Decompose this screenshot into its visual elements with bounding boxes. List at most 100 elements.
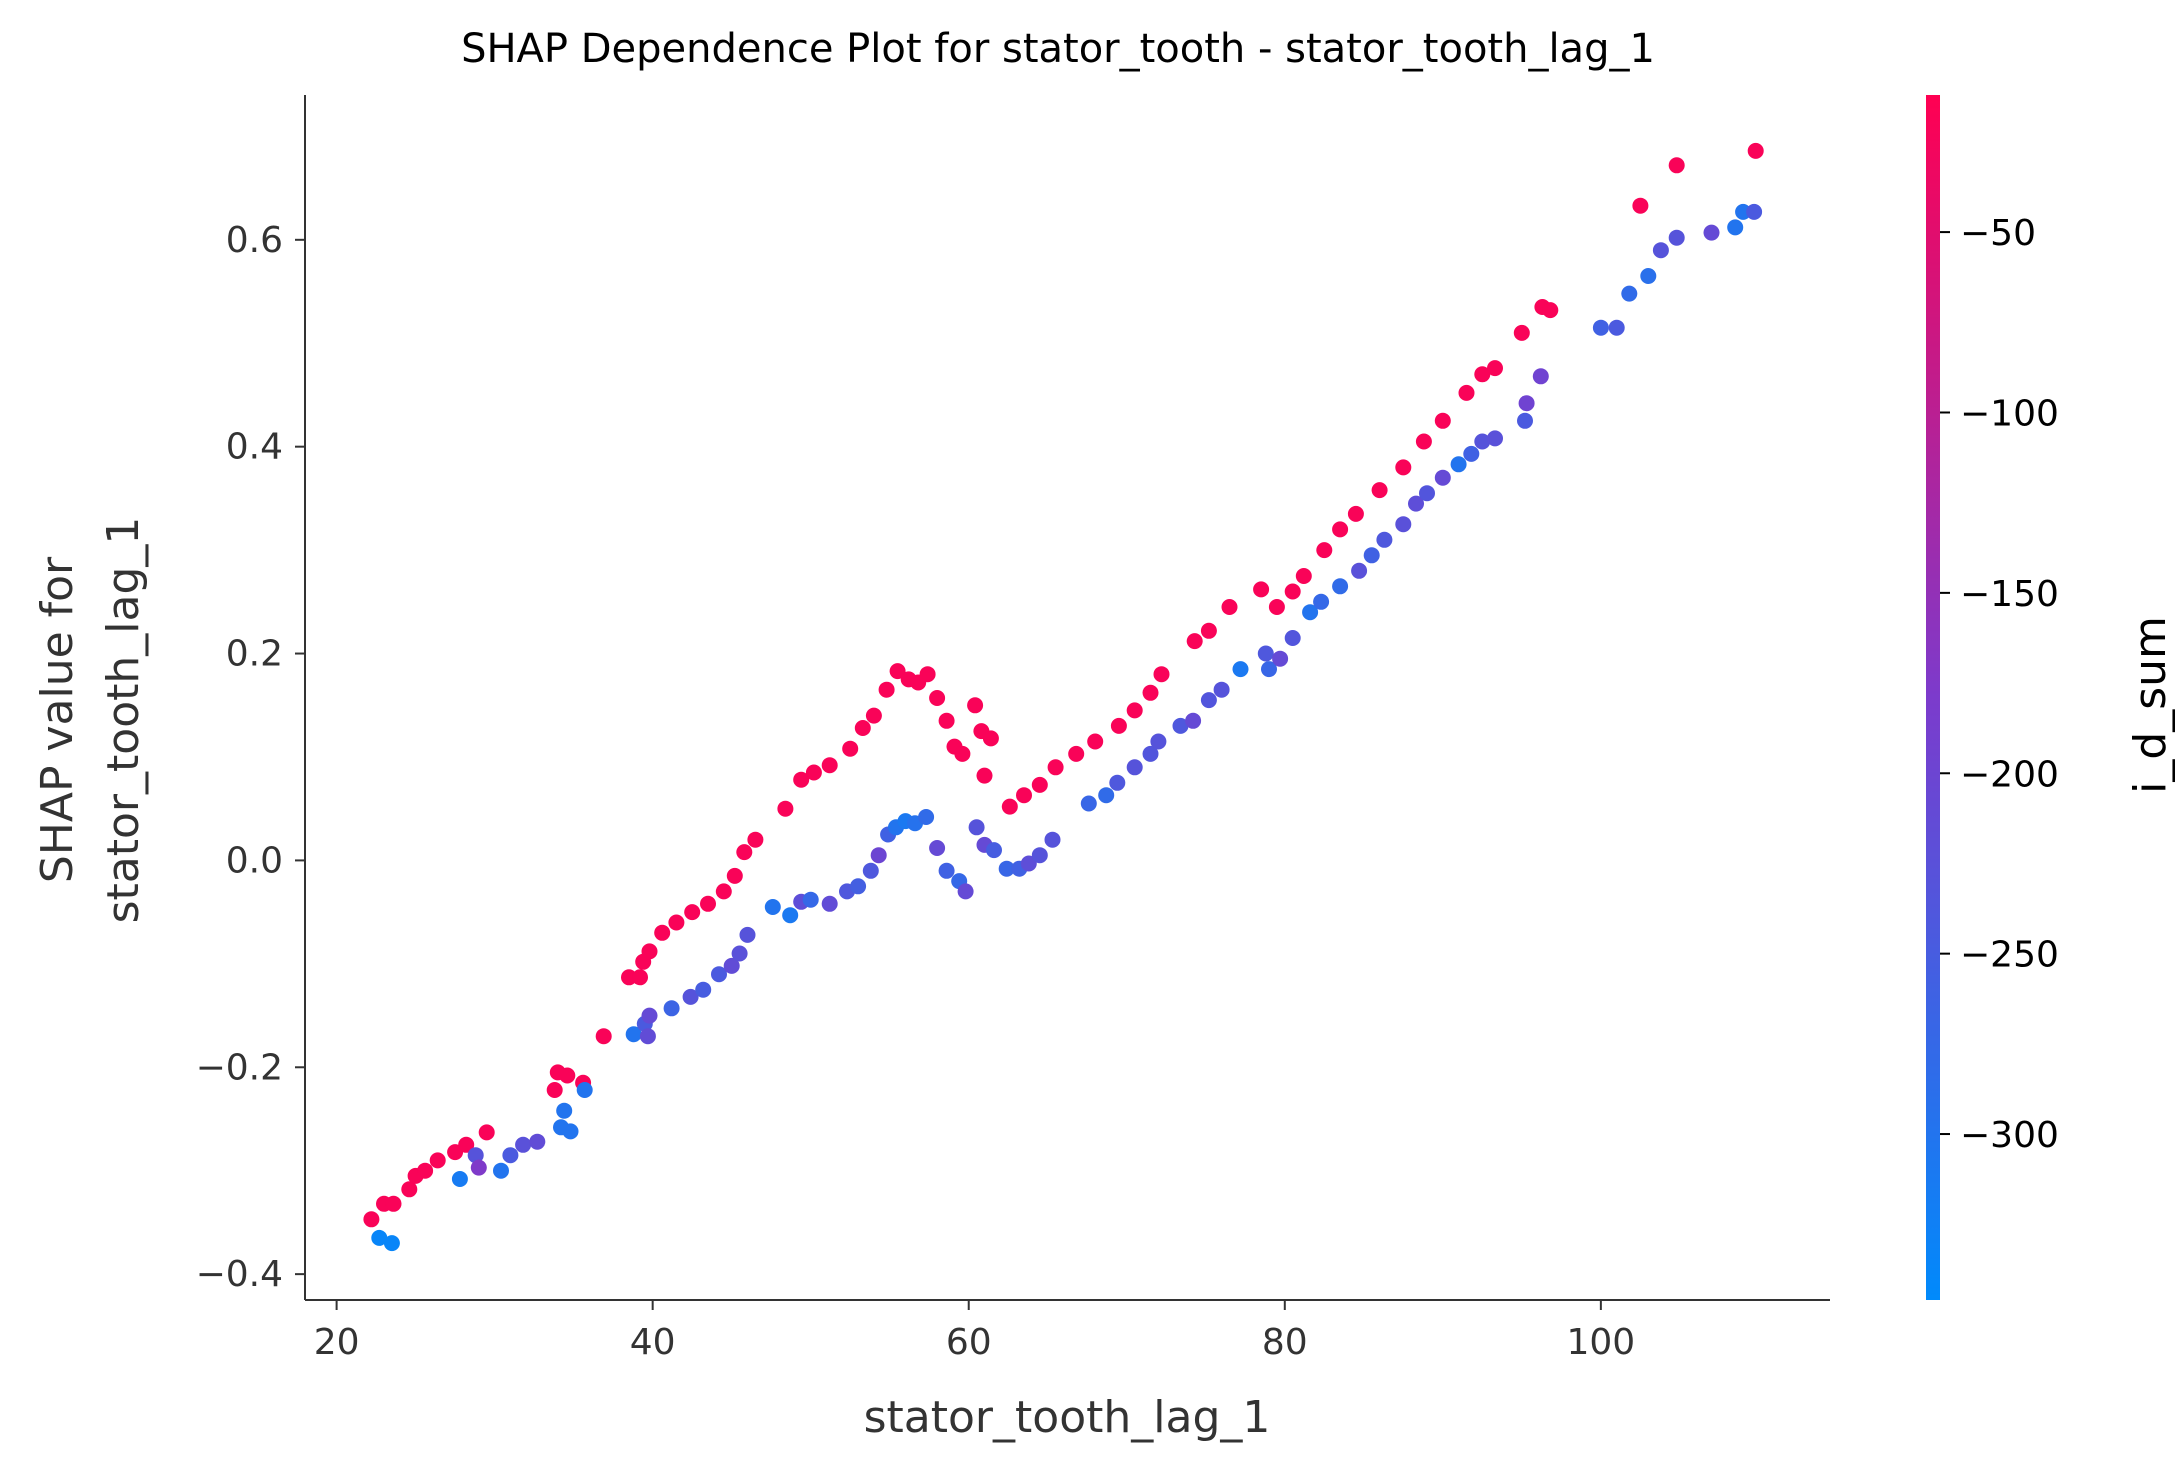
scatter-point — [641, 943, 658, 960]
scatter-point — [919, 666, 936, 683]
scatter-point — [726, 867, 743, 884]
scatter-point — [1632, 197, 1649, 214]
scatter-point — [777, 800, 794, 817]
y-axis-title: SHAP value for stator_tooth_lag_1 — [32, 517, 149, 924]
scatter-point — [918, 809, 935, 825]
scatter-point — [967, 697, 984, 714]
scatter-point — [493, 1162, 509, 1179]
scatter-point — [929, 840, 946, 856]
scatter-point — [371, 1229, 388, 1246]
colorbar-ticks: −50 −100 −150 −200 −250 −300 — [1940, 213, 2059, 1156]
scatter-point — [1419, 485, 1435, 502]
scatter-point — [467, 1147, 484, 1164]
scatter-point — [1302, 604, 1319, 621]
scatter-point — [1200, 622, 1217, 639]
scatter-point — [1020, 855, 1037, 872]
scatter-point — [998, 860, 1015, 877]
scatter-point — [1746, 203, 1763, 220]
scatter-point — [711, 966, 727, 983]
scatter-point — [968, 819, 985, 836]
scatter-point — [515, 1136, 532, 1153]
scatter-point — [1363, 547, 1380, 564]
scatter-point — [546, 1082, 563, 1098]
scatter-point — [1272, 650, 1289, 667]
scatter-point — [383, 1235, 400, 1252]
scatter-point — [625, 1026, 642, 1043]
scatter-point — [1434, 412, 1451, 429]
scatter-point — [621, 969, 637, 986]
scatter-point — [1087, 733, 1104, 750]
y-tick-label: 0.0 — [226, 840, 283, 881]
y-tick-label: 0.2 — [226, 634, 283, 675]
scatter-point — [1747, 142, 1764, 159]
y-tick-label: −0.4 — [196, 1254, 283, 1295]
x-axis-ticks: 20 40 60 80 100 — [314, 1300, 1635, 1363]
scatter-point — [1316, 542, 1333, 559]
scatter-point — [1295, 568, 1312, 584]
scatter-point — [1001, 798, 1018, 815]
scatter-point — [502, 1147, 519, 1164]
colorbar-tick-label: −250 — [1960, 935, 2059, 976]
scatter-point — [1513, 324, 1530, 341]
y-axis-title-line-2: stator_tooth_lag_1 — [98, 517, 149, 924]
scatter-point — [954, 745, 971, 762]
scatter-point — [682, 988, 699, 1005]
colorbar-tick-label: −200 — [1960, 754, 2059, 795]
scatter-point — [1458, 384, 1475, 401]
scatter-point — [1332, 521, 1349, 538]
scatter-point — [595, 1028, 612, 1045]
scatter-point — [723, 957, 740, 974]
scatter-point — [470, 1159, 487, 1176]
x-tick-label: 20 — [314, 1322, 360, 1363]
scatter-point — [1253, 581, 1270, 598]
scatter-point — [1727, 219, 1744, 236]
y-tick-label: 0.4 — [226, 427, 283, 468]
y-axis-ticks: −0.4 −0.2 0.0 0.2 0.4 0.6 — [196, 220, 305, 1295]
scatter-point — [1185, 712, 1202, 729]
scatter-point — [417, 1162, 434, 1179]
scatter-point — [1016, 787, 1032, 804]
scatter-point — [821, 757, 838, 774]
scatter-point — [562, 1123, 579, 1140]
scatter-point — [478, 1124, 495, 1141]
scatter-point — [889, 663, 906, 680]
scatter-point — [1376, 531, 1393, 548]
colorbar-tick-label: −50 — [1960, 213, 2036, 254]
scatter-point — [731, 945, 748, 962]
scatter-point — [451, 1171, 468, 1187]
scatter-point — [1232, 661, 1249, 678]
scatter-point — [986, 842, 1002, 859]
scatter-point — [805, 764, 822, 781]
scatter-point — [1142, 745, 1159, 762]
y-tick-label: −0.2 — [196, 1047, 283, 1088]
scatter-point — [1652, 242, 1669, 259]
scatter-point — [559, 1067, 576, 1084]
scatter-point — [1592, 319, 1609, 336]
x-tick-label: 40 — [630, 1322, 676, 1363]
y-tick-label: 0.6 — [226, 220, 283, 261]
scatter-point — [529, 1133, 546, 1150]
scatter-point — [429, 1152, 446, 1169]
scatter-point — [1098, 787, 1115, 804]
scatter-point — [1621, 285, 1638, 302]
scatter-point — [1395, 516, 1412, 533]
x-tick-label: 100 — [1566, 1322, 1635, 1363]
scatter-point — [632, 969, 648, 986]
scatter-point — [1110, 717, 1127, 734]
scatter-point — [576, 1082, 593, 1098]
scatter-point — [764, 899, 781, 915]
y-axis-title-line-1: SHAP value for — [32, 556, 83, 883]
scatter-point — [556, 1102, 573, 1119]
scatter-point — [663, 1000, 680, 1017]
scatter-point — [1200, 692, 1217, 709]
scatter-point — [641, 1007, 658, 1024]
scatter-point — [1031, 776, 1048, 793]
scatter-point — [363, 1211, 380, 1228]
scatter-point — [1261, 661, 1277, 678]
scatter-point — [929, 690, 946, 706]
scatter-point — [1257, 645, 1274, 662]
scatter-point — [1221, 599, 1238, 615]
scatter-point — [1640, 268, 1657, 284]
